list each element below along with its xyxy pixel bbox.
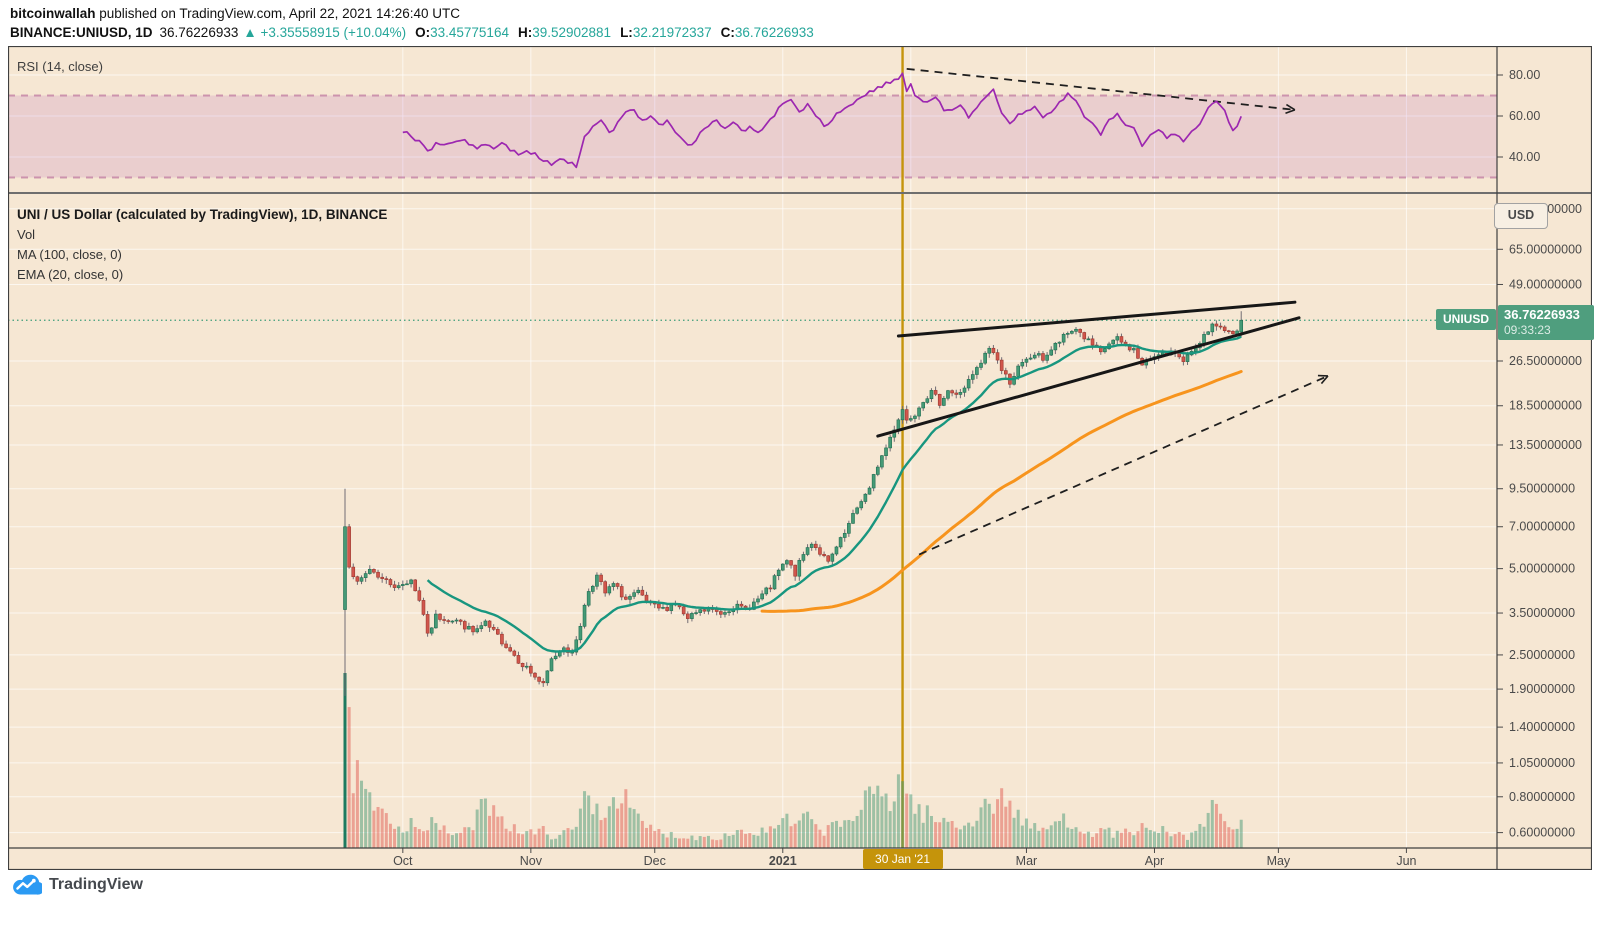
publish-line: bitcoinwallah published on TradingView.c… <box>10 5 814 23</box>
bar-countdown: 09:33:23 <box>1504 323 1551 337</box>
rsi-pane-title[interactable]: RSI (14, close) <box>17 59 103 74</box>
legend-item[interactable]: MA (100, close, 0) <box>17 247 122 262</box>
rsi-band <box>8 95 1497 178</box>
time-tick-label: May <box>1267 854 1291 868</box>
rsi-tick-label: 80.00 <box>1509 68 1540 82</box>
dashed-trend-arrow <box>918 375 1329 556</box>
price-change: +3.35558915 (+10.04%) <box>260 25 407 40</box>
price-tick-label: 0.80000000 <box>1509 790 1575 804</box>
tradingview-logo[interactable]: TradingView <box>12 874 143 895</box>
legend-item[interactable]: Vol <box>17 227 36 242</box>
ohlc-pair: O:33.45775164 <box>415 25 509 40</box>
time-tick-label: Apr <box>1145 854 1164 868</box>
author-name: bitcoinwallah <box>10 6 96 21</box>
rsi-tick-label: 40.00 <box>1509 150 1540 164</box>
highlighted-date-label: 30 Jan '21 <box>862 849 943 869</box>
ema20-line <box>426 335 1242 653</box>
ohlc-pair: H:39.52902881 <box>517 25 612 40</box>
ma100-line <box>760 370 1243 613</box>
price-tick-label: 5.00000000 <box>1509 562 1575 576</box>
price-tick-label: 1.05000000 <box>1509 756 1575 770</box>
time-tick-label: Dec <box>644 854 666 868</box>
chart-background <box>8 46 1592 870</box>
price-tick-label: 1.90000000 <box>1509 682 1575 696</box>
up-arrow-icon: ▲ <box>243 25 257 40</box>
symbol-title: BINANCE:UNIUSD, 1D <box>10 25 153 40</box>
price-tick-label: 26.50000000 <box>1509 354 1582 368</box>
price-tick-label: 7.00000000 <box>1509 520 1575 534</box>
upper-trendline <box>896 300 1297 338</box>
header: bitcoinwallah published on TradingView.c… <box>10 5 814 42</box>
lower-trendline <box>876 316 1301 438</box>
price-tick-label: 9.50000000 <box>1509 482 1575 496</box>
volume-bars-layer <box>343 673 1243 848</box>
time-tick-label: 2021 <box>769 854 797 868</box>
price-tick-label: 0.60000000 <box>1509 826 1575 840</box>
candles-layer <box>343 311 1244 696</box>
rsi-plot-area[interactable] <box>8 46 1497 192</box>
time-tick-label: Mar <box>1016 854 1038 868</box>
price-tick-label: 1.40000000 <box>1509 720 1575 734</box>
main-plot-area[interactable] <box>8 194 1497 848</box>
price-tick-label: 3.50000000 <box>1509 606 1575 620</box>
rsi-line <box>402 72 1242 169</box>
time-tick-label: Nov <box>520 854 543 868</box>
symbol-price-flag: UNIUSD <box>1436 309 1497 330</box>
current-price-value: 36.76226933 <box>1504 307 1580 322</box>
price-tick-label: 13.50000000 <box>1509 438 1582 452</box>
tradingview-cloud-icon <box>13 874 42 895</box>
ohlc-pair: L:32.21972337 <box>620 25 712 40</box>
chart-frame: 80.0060.0040.0090.0000000065.0000000049.… <box>8 46 1594 870</box>
chart-title[interactable]: UNI / US Dollar (calculated by TradingVi… <box>17 207 388 222</box>
time-tick-label: Oct <box>393 854 413 868</box>
chart-canvas: 80.0060.0040.0090.0000000065.0000000049.… <box>8 46 1592 870</box>
ohlc-pair: C:36.76226933 <box>720 25 814 40</box>
footer: TradingView <box>12 874 143 895</box>
price-tick-label: 65.00000000 <box>1509 242 1582 256</box>
time-axis[interactable]: Oct Nov Dec 2021 Mar Apr May Jun <box>393 848 1417 868</box>
published-info: published on TradingView.com, April 22, … <box>95 6 460 21</box>
last-price: 36.76226933 <box>159 25 239 40</box>
tradingview-wordmark: TradingView <box>49 875 143 893</box>
current-price-axis-label: 36.76226933 09:33:23 <box>1498 305 1594 340</box>
legend-item[interactable]: EMA (20, close, 0) <box>17 267 124 282</box>
price-tick-label: 18.50000000 <box>1509 399 1582 413</box>
rsi-tick-label: 60.00 <box>1509 109 1540 123</box>
currency-usd-button[interactable]: USD <box>1494 203 1548 229</box>
price-tick-label: 2.50000000 <box>1509 648 1575 662</box>
main-pane-legend: UNI / US Dollar (calculated by TradingVi… <box>17 205 387 285</box>
price-tick-label: 49.00000000 <box>1509 277 1582 291</box>
symbol-line: BINANCE:UNIUSD, 1D 36.76226933 ▲ +3.355589… <box>10 24 814 42</box>
time-tick-label: Jun <box>1396 854 1416 868</box>
rsi-dashed-trend-arrow <box>906 67 1295 111</box>
ohlc-values: O:33.45775164 H:39.52902881 L:32.21972337 C… <box>406 25 814 40</box>
frame-border <box>8 46 1592 870</box>
